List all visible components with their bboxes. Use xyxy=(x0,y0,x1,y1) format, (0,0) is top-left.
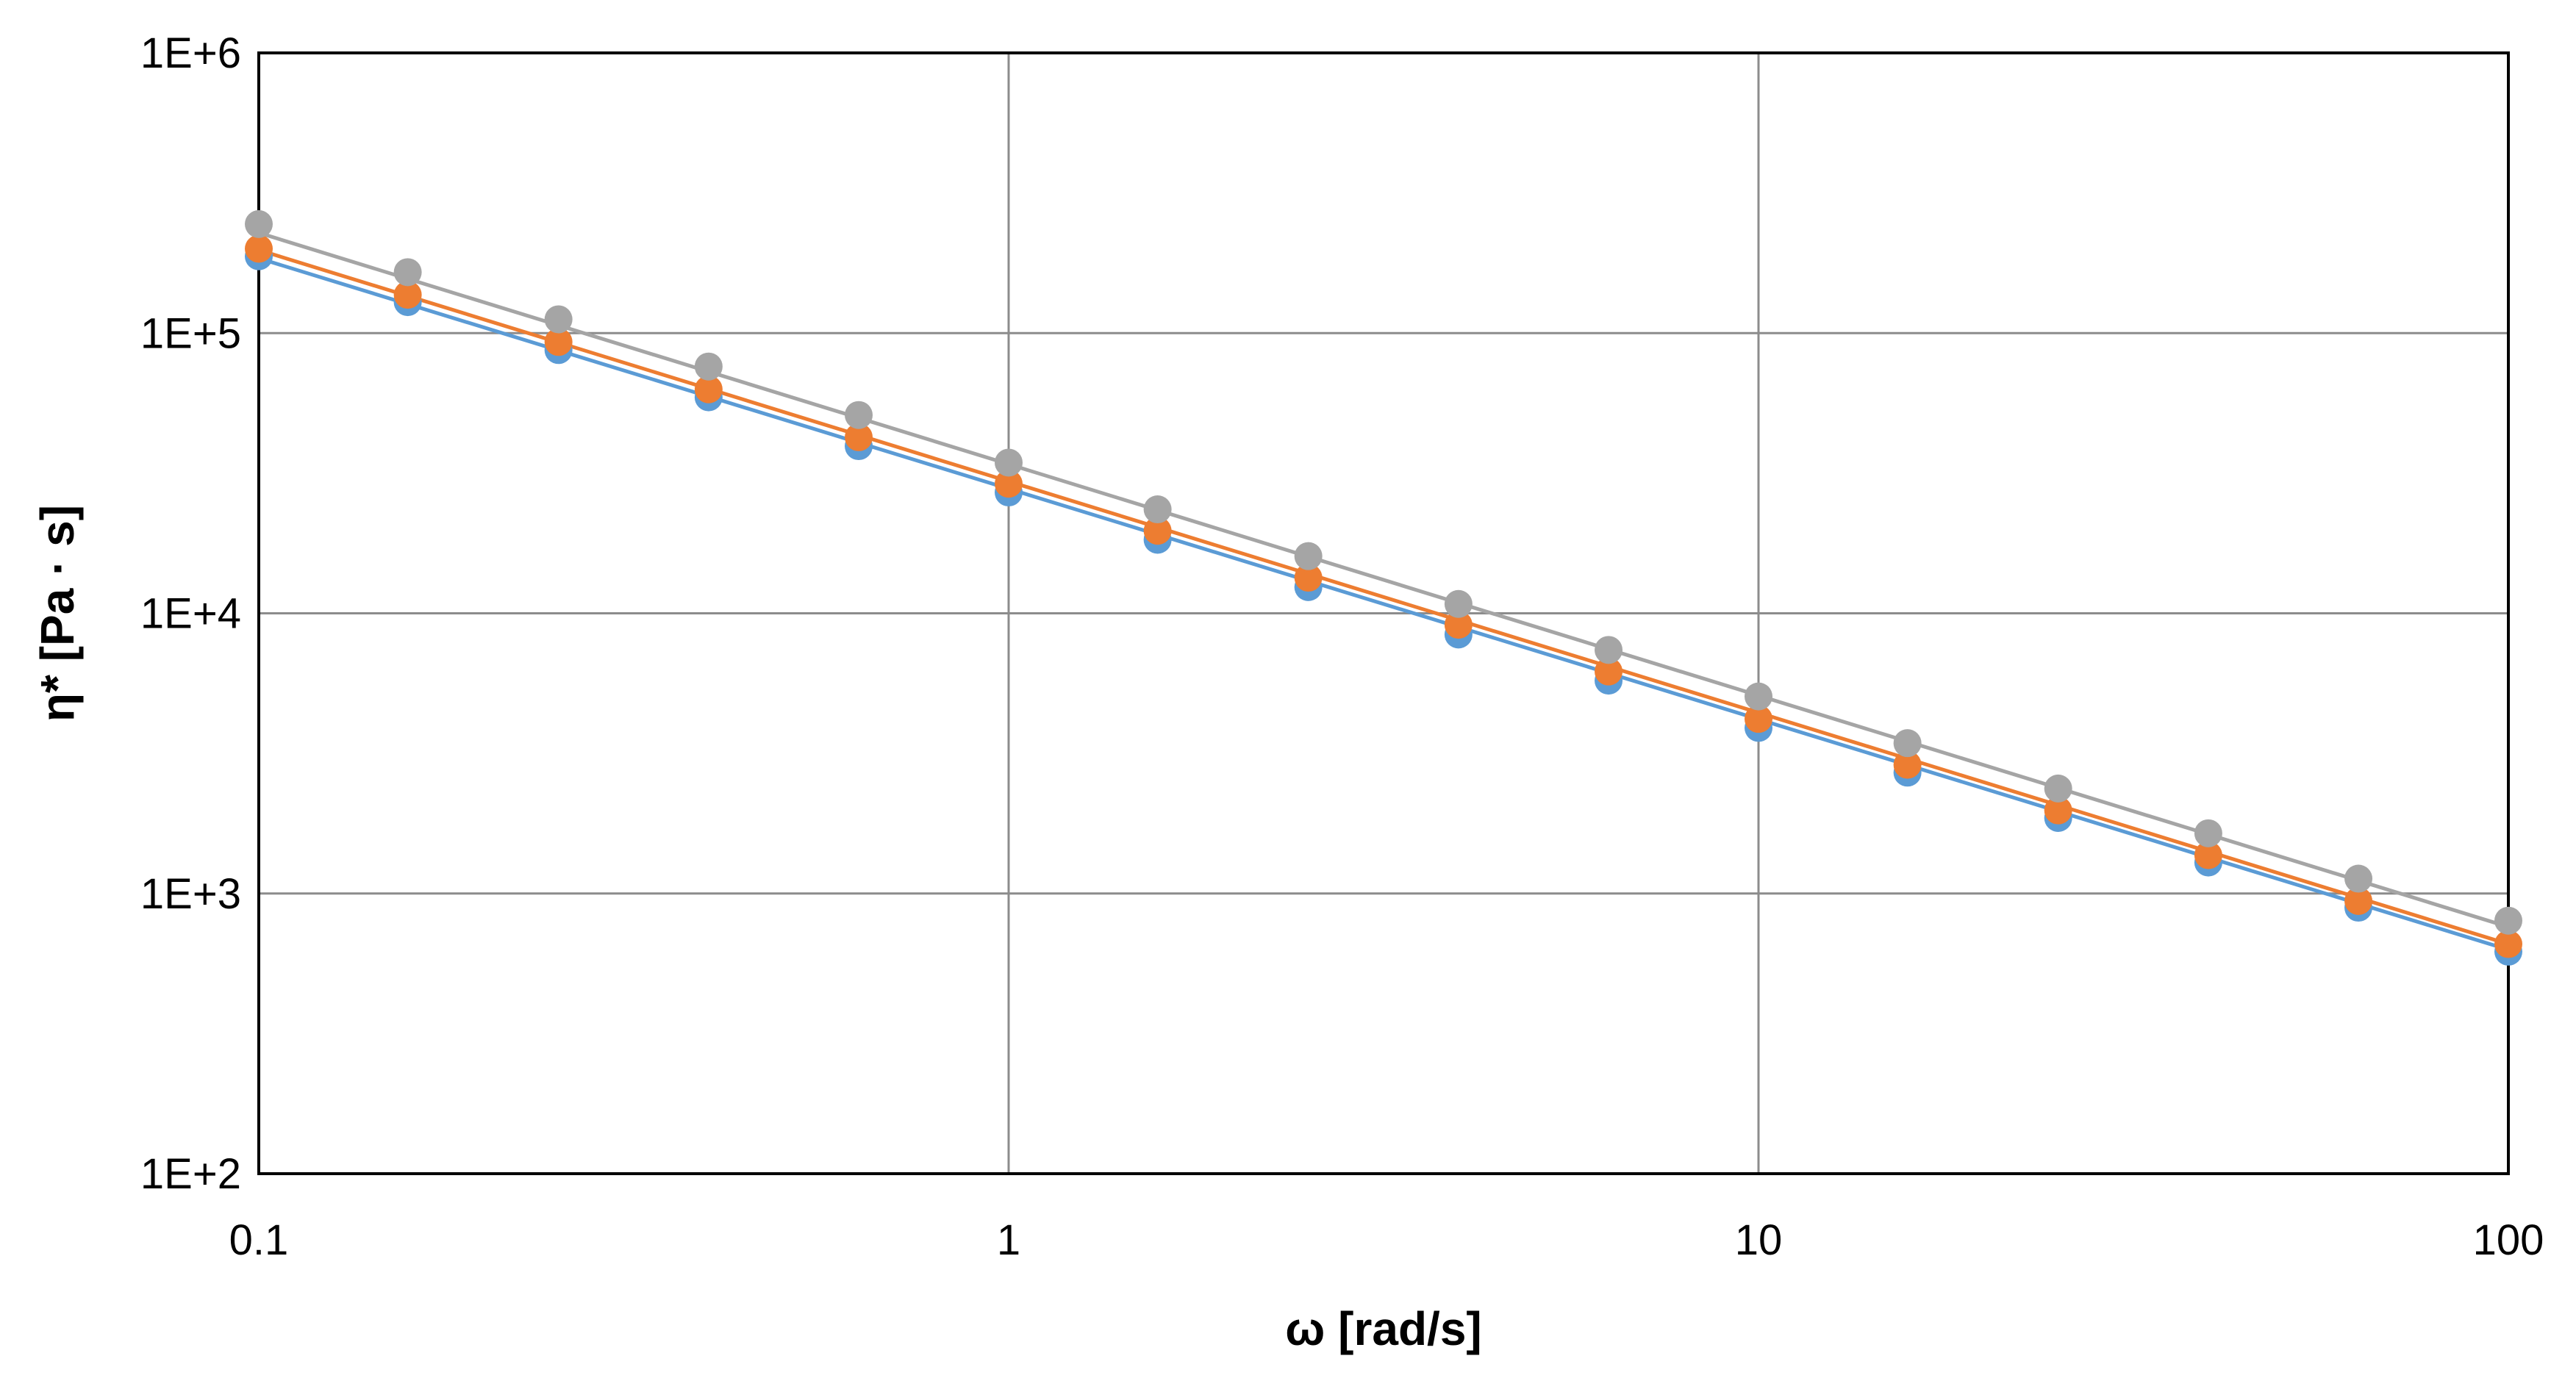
y-axis-tick-labels: 1E+2 1E+3 1E+4 1E+5 1E+6 xyxy=(140,29,241,1198)
fit-line-series-2 xyxy=(258,248,2509,946)
y-tick-label: 1E+3 xyxy=(140,870,241,918)
x-tick-label: 0.1 xyxy=(229,1216,289,1264)
fit-line-series-3 xyxy=(258,231,2509,929)
data-point-series-2 xyxy=(2044,796,2072,825)
data-point-series-3 xyxy=(393,258,422,287)
data-point-series-2 xyxy=(393,281,422,309)
data-point-series-3 xyxy=(2494,906,2522,935)
y-tick-label: 1E+5 xyxy=(140,309,241,357)
data-point-series-2 xyxy=(995,470,1023,498)
data-point-series-3 xyxy=(1595,636,1623,664)
data-point-series-2 xyxy=(2194,841,2222,869)
data-point-series-3 xyxy=(1143,495,1172,524)
data-point-series-3 xyxy=(995,448,1023,477)
data-point-series-2 xyxy=(1294,564,1323,592)
x-tick-label: 1 xyxy=(997,1216,1020,1264)
data-point-series-3 xyxy=(544,305,573,334)
data-point-series-2 xyxy=(1444,611,1473,639)
data-point-series-3 xyxy=(2344,864,2373,893)
data-point-series-3 xyxy=(2194,819,2222,847)
data-point-series-2 xyxy=(2344,886,2373,915)
data-points xyxy=(245,209,2522,966)
data-point-series-2 xyxy=(245,234,273,263)
fit-line-series-1 xyxy=(258,256,2509,952)
y-tick-label: 1E+4 xyxy=(140,590,241,638)
data-point-series-2 xyxy=(1745,705,1772,733)
x-tick-label: 100 xyxy=(2473,1216,2544,1264)
data-point-series-2 xyxy=(694,375,723,403)
plot-area-frame xyxy=(257,51,2510,1175)
y-axis-label: η* [Pa · s] xyxy=(31,505,84,722)
x-axis-tick-labels: 0.1 1 10 100 xyxy=(229,1216,2544,1264)
data-point-series-3 xyxy=(2044,774,2072,803)
data-point-series-2 xyxy=(2494,930,2522,958)
x-axis-label: ω [rad/s] xyxy=(1285,1302,1481,1355)
x-tick-label: 10 xyxy=(1735,1216,1783,1264)
data-point-series-2 xyxy=(1143,517,1172,545)
grid-lines xyxy=(257,51,2510,1175)
data-point-series-3 xyxy=(1294,542,1323,570)
data-point-series-2 xyxy=(1595,657,1623,686)
data-point-series-2 xyxy=(1893,750,1922,779)
data-point-series-3 xyxy=(845,401,873,429)
data-point-series-2 xyxy=(544,328,573,356)
data-point-series-3 xyxy=(1893,729,1922,758)
data-point-series-2 xyxy=(845,423,873,451)
fit-lines xyxy=(258,231,2509,952)
data-point-series-3 xyxy=(694,352,723,381)
y-tick-label: 1E+6 xyxy=(140,29,241,77)
data-point-series-3 xyxy=(1444,589,1473,618)
data-point-series-3 xyxy=(245,209,273,238)
data-point-series-3 xyxy=(1745,682,1772,711)
y-tick-label: 1E+2 xyxy=(140,1150,241,1198)
